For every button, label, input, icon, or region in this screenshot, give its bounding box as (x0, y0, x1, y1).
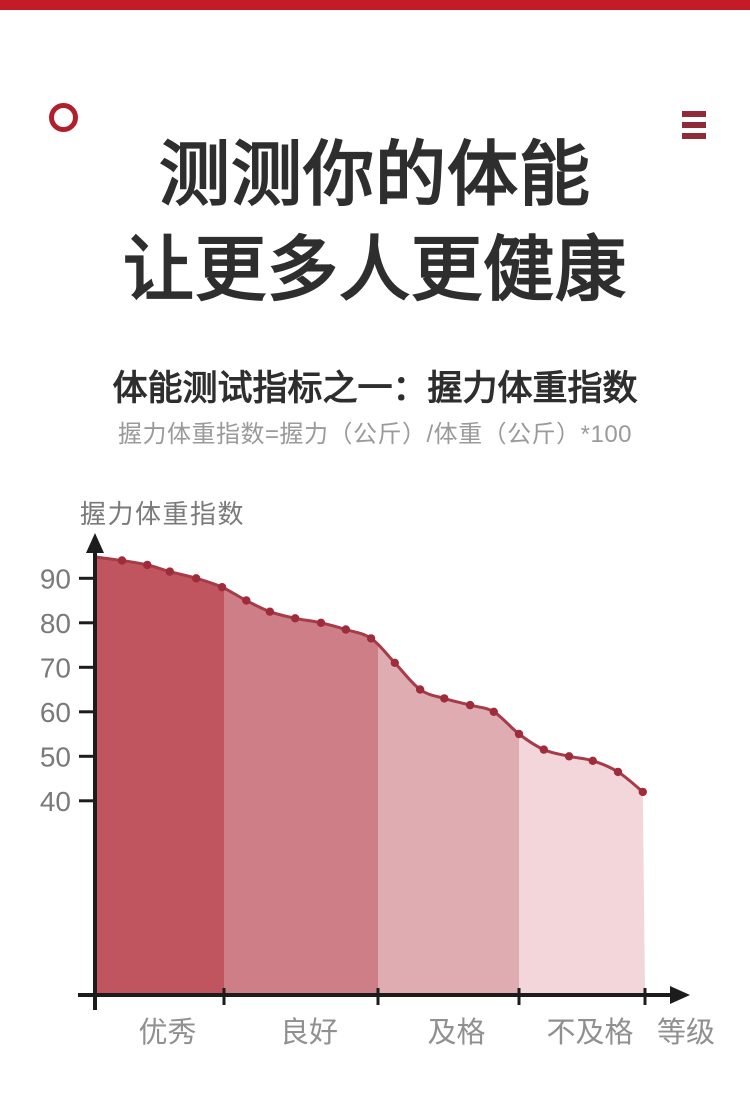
chart-dot (613, 767, 623, 777)
chart-dot (143, 560, 152, 570)
y-tick-label: 50 (40, 741, 71, 772)
chart-dot (341, 625, 350, 634)
y-tick-label: 40 (40, 786, 71, 817)
chart-dot (217, 583, 227, 592)
chart-dot (539, 745, 548, 754)
chart-dot (489, 707, 498, 716)
y-tick-label: 80 (40, 608, 71, 639)
category-label: 及格 (427, 1016, 485, 1049)
section-heading: 体能测试指标之一：握力体重指数 (112, 369, 638, 408)
top-accent-bar (0, 0, 750, 10)
page-title-line2: 让更多人更健康 (122, 231, 627, 310)
page-title: 测测你的体能 让更多人更健康 (0, 128, 750, 318)
chart-band (95, 556, 224, 993)
chart-band (519, 556, 645, 993)
y-axis-arrow-icon (86, 533, 104, 553)
chart-dot (242, 596, 251, 605)
chart-dot (265, 607, 275, 616)
chart-dot (390, 658, 399, 667)
chart-band (378, 556, 519, 993)
category-label: 不及格 (546, 1016, 633, 1049)
hamburger-bar (682, 133, 706, 139)
hamburger-bar (682, 122, 706, 128)
y-tick-label: 60 (40, 697, 71, 728)
chart-dot (415, 685, 425, 694)
page-title-line1: 测测你的体能 (158, 136, 591, 215)
x-axis-caption: 等级 (657, 1016, 715, 1049)
chart-dot (514, 729, 524, 739)
chart-dot (564, 752, 574, 761)
x-axis-arrow-icon (670, 986, 690, 1004)
chart-dot (588, 756, 597, 765)
chart-dot (165, 567, 174, 576)
chart-dot (192, 574, 201, 583)
chart-dot (440, 694, 449, 703)
hamburger-menu-button[interactable] (682, 111, 706, 139)
formula-text: 握力体重指数=握力（公斤）/体重（公斤）*100 (117, 421, 633, 448)
chart-dot (638, 787, 647, 797)
category-label: 良好 (280, 1016, 338, 1049)
chart-dot (366, 634, 376, 643)
chart-dot (465, 700, 475, 710)
y-axis-caption: 握力体重指数 (80, 499, 245, 529)
chart-dot (117, 556, 127, 565)
y-tick-label: 70 (40, 652, 71, 683)
ring-logo-icon[interactable] (49, 103, 78, 132)
category-label: 优秀 (138, 1016, 196, 1049)
hamburger-bar (682, 111, 706, 117)
y-tick-label: 90 (40, 563, 71, 594)
chart-dot (316, 618, 326, 627)
chart-dot (291, 614, 300, 623)
